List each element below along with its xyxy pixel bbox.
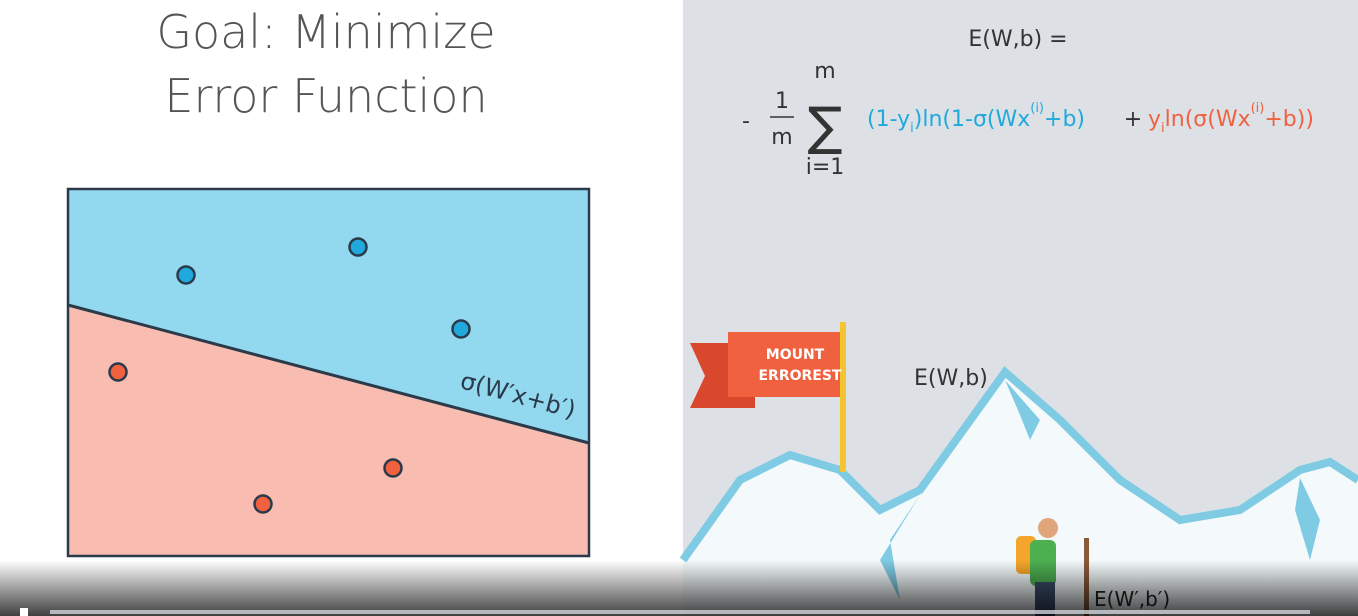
superscript: (i) [1251, 101, 1265, 116]
title-line: Goal: Minimize [156, 5, 495, 59]
snow-shadow [1295, 478, 1320, 560]
classifier-plot: σ(W′x+b′) [66, 187, 591, 558]
subscript: i [1161, 121, 1165, 136]
term-red: yiln(σ(Wx(i)+b)) [1148, 101, 1314, 136]
flag-text: ERROREST [758, 368, 841, 384]
subscript: i [910, 121, 914, 136]
sum-upper: m [814, 59, 835, 84]
term-blue: (1-yi)ln(1-σ(Wx(i)+b) [867, 101, 1085, 136]
term-part: )ln(1-σ(Wx [914, 107, 1030, 132]
flag-text: MOUNT [766, 347, 825, 363]
blue-point [348, 237, 368, 257]
snow-shadow [1005, 380, 1040, 440]
boundary-line [67, 303, 590, 445]
formula-plus: + [1124, 107, 1142, 132]
formula-lhs: E(W,b) = [968, 27, 1067, 52]
progress-track[interactable] [50, 610, 1310, 614]
mountain-ridge [679, 366, 1358, 563]
flag-banner [728, 332, 843, 397]
fraction-denominator: m [771, 125, 792, 150]
title-line: Error Function [164, 69, 487, 123]
flag-pole [840, 322, 846, 472]
sum-lower: i=1 [806, 155, 845, 180]
fraction-numerator: 1 [775, 89, 789, 114]
term-part: (1-y [867, 107, 910, 132]
play-button[interactable] [20, 608, 28, 616]
red-point [253, 494, 273, 514]
blue-point [176, 265, 196, 285]
player-overlay [0, 560, 1358, 616]
superscript: (i) [1030, 101, 1044, 116]
peak-label: E(W,b) [914, 366, 988, 391]
red-point [108, 362, 128, 382]
term-part: ln(σ(Wx [1165, 107, 1251, 132]
formula-minus: - [742, 109, 750, 134]
red-point [383, 458, 403, 478]
term-part: +b) [1044, 107, 1085, 132]
flag: MOUNT ERROREST [690, 322, 846, 472]
blue-point [451, 319, 471, 339]
mountain-range [683, 372, 1358, 616]
hiker-head [1038, 518, 1058, 538]
sum-sign: ∑ [807, 97, 842, 157]
formula: E(W,b) = - 1 m m ∑ i=1 (1-yi)ln(1-σ(Wx(i… [742, 27, 1314, 180]
term-part: +b)) [1264, 107, 1314, 132]
positive-region [68, 189, 589, 443]
plot-frame [66, 187, 591, 558]
term-part: y [1148, 107, 1161, 132]
